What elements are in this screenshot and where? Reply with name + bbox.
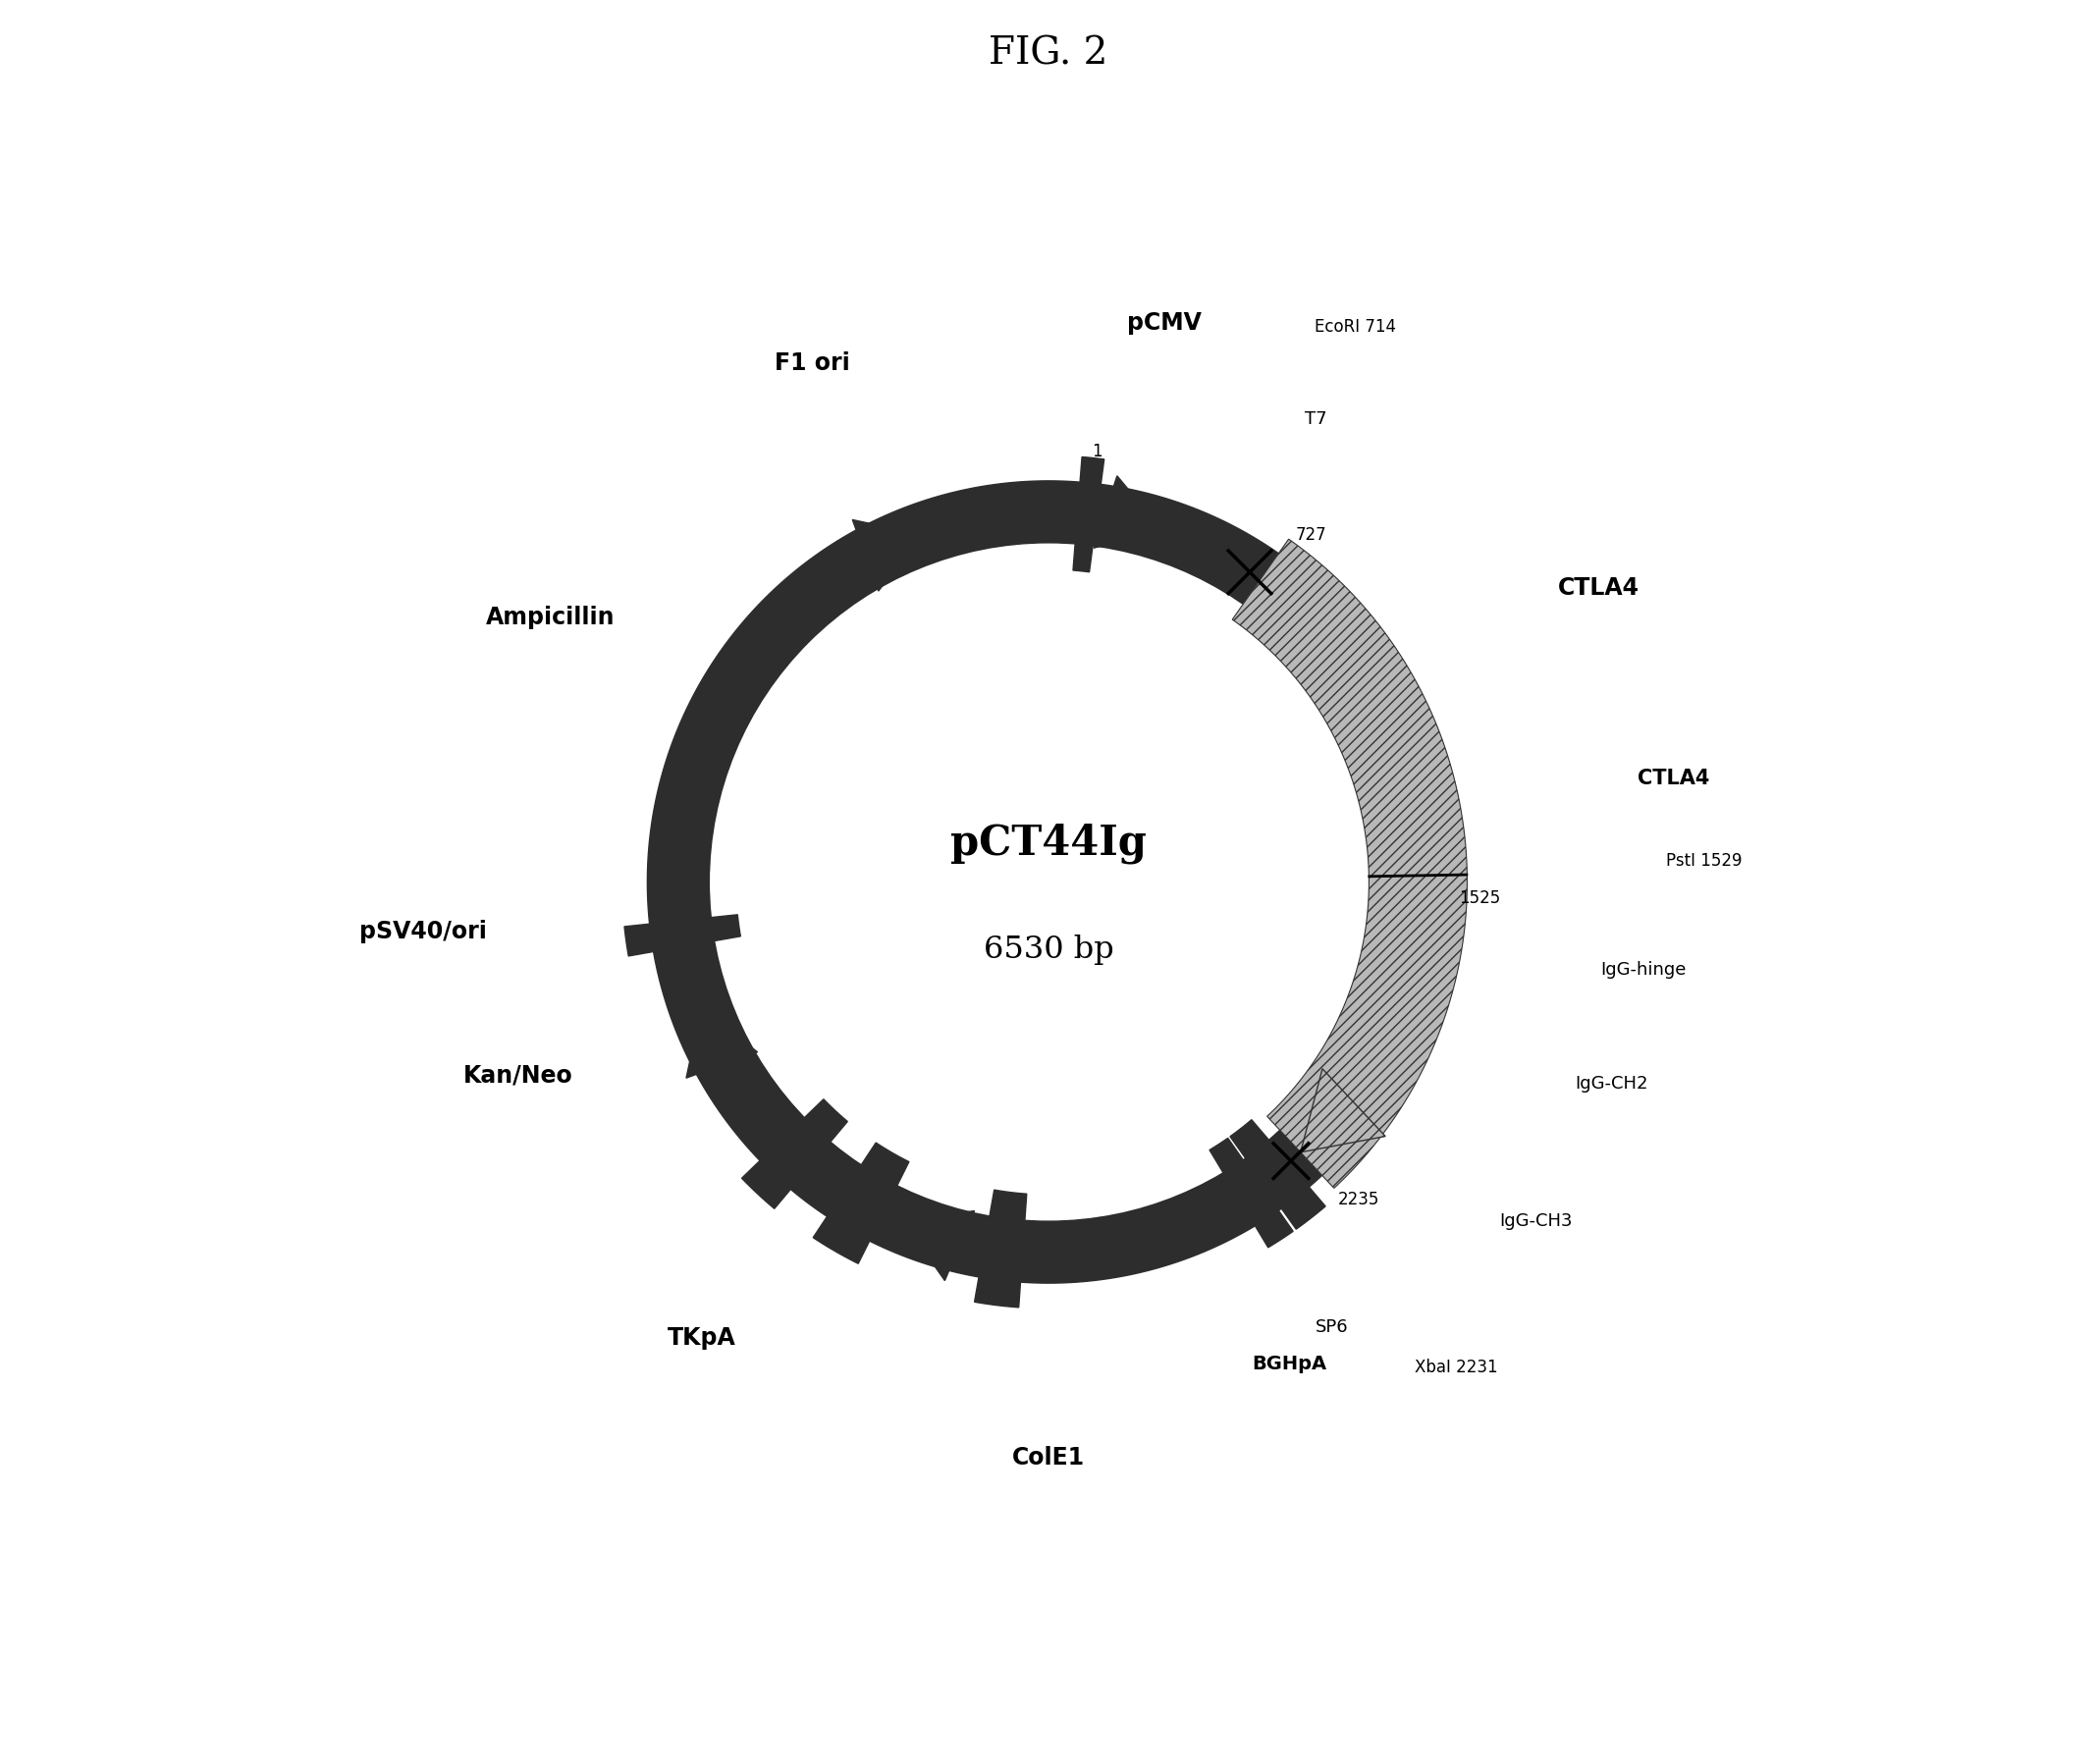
Text: FIG. 2: FIG. 2 — [990, 35, 1107, 72]
Text: IgG-CH3: IgG-CH3 — [1499, 1212, 1573, 1230]
Text: Kan/Neo: Kan/Neo — [463, 1064, 572, 1087]
Polygon shape — [1074, 457, 1105, 572]
Text: ColE1: ColE1 — [1013, 1446, 1084, 1469]
Text: IgG-CH2: IgG-CH2 — [1575, 1076, 1648, 1094]
Text: BGHpA: BGHpA — [1252, 1355, 1327, 1372]
Text: F1 ori: F1 ori — [774, 351, 849, 376]
Text: IgG-hinge: IgG-hinge — [1600, 961, 1686, 979]
Polygon shape — [814, 1143, 908, 1263]
Text: 6530 bp: 6530 bp — [983, 935, 1114, 965]
Text: T7: T7 — [1304, 411, 1327, 429]
Polygon shape — [853, 520, 923, 591]
Text: pSV40/ori: pSV40/ori — [359, 919, 487, 944]
Polygon shape — [1231, 1120, 1325, 1230]
Text: EcoRI 714: EcoRI 714 — [1315, 318, 1397, 335]
Text: XbaI 2231: XbaI 2231 — [1413, 1358, 1497, 1376]
Polygon shape — [686, 1009, 757, 1078]
Text: 1525: 1525 — [1460, 889, 1501, 907]
Text: TKpA: TKpA — [667, 1327, 736, 1349]
Text: 2235: 2235 — [1338, 1191, 1380, 1208]
Text: pCT44Ig: pCT44Ig — [950, 822, 1147, 864]
Text: pCMV: pCMV — [1128, 312, 1202, 335]
Polygon shape — [904, 1210, 975, 1281]
Text: Ampicillin: Ampicillin — [487, 605, 614, 630]
Text: CTLA4: CTLA4 — [1558, 577, 1640, 600]
Polygon shape — [742, 1099, 847, 1208]
Text: CTLA4: CTLA4 — [1638, 769, 1709, 789]
Text: 727: 727 — [1296, 526, 1327, 543]
Polygon shape — [1300, 1069, 1386, 1152]
Text: 1: 1 — [1093, 443, 1103, 460]
Polygon shape — [1210, 1138, 1294, 1247]
Text: SP6: SP6 — [1315, 1318, 1348, 1335]
Polygon shape — [975, 1191, 1028, 1307]
Circle shape — [711, 543, 1386, 1221]
Text: PstI 1529: PstI 1529 — [1665, 852, 1743, 870]
Polygon shape — [1233, 540, 1468, 1189]
Polygon shape — [648, 482, 1449, 1282]
Polygon shape — [1095, 476, 1162, 549]
Polygon shape — [625, 916, 740, 956]
